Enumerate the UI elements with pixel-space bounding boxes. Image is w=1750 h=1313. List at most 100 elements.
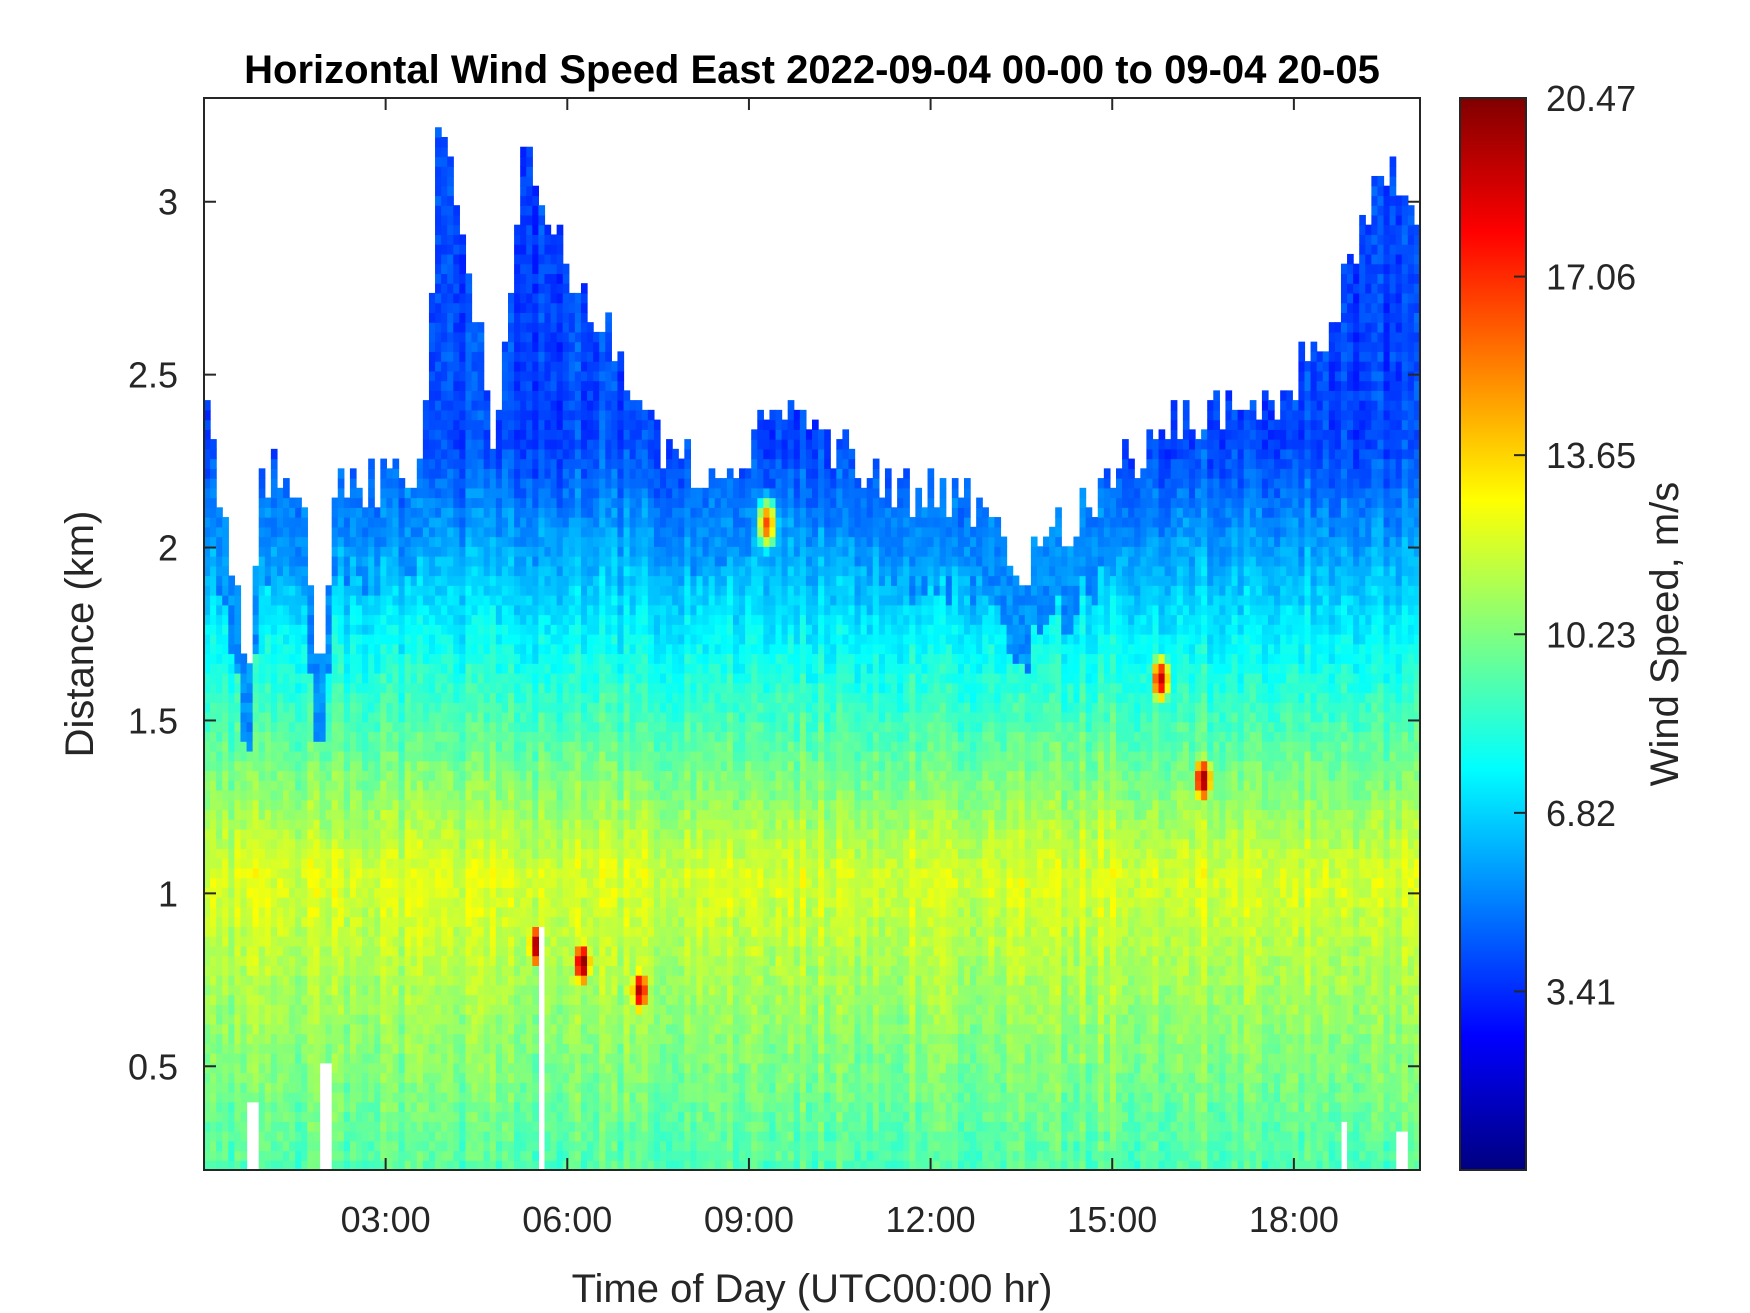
heatmap-cell [544, 672, 552, 684]
heatmap-cell [222, 1072, 229, 1083]
heatmap-cell [307, 1150, 315, 1161]
heatmap-cell [447, 487, 454, 499]
heatmap-cell [283, 809, 290, 820]
heatmap-cell [210, 565, 217, 577]
heatmap-cell [526, 312, 533, 323]
heatmap-cell [453, 302, 460, 313]
heatmap-cell [410, 1150, 418, 1161]
heatmap-cell [270, 1092, 278, 1103]
heatmap-cell [428, 848, 436, 859]
heatmap-cell [210, 916, 217, 927]
heatmap-cell [404, 906, 412, 918]
heatmap-cell [465, 1131, 473, 1142]
heatmap-cell [514, 731, 521, 742]
heatmap-cell [325, 702, 333, 713]
heatmap-cell [574, 877, 582, 888]
heatmap-cell [204, 916, 211, 927]
heatmap-cell [283, 994, 290, 1005]
heatmap-cell [210, 1072, 217, 1083]
heatmap-cell [526, 370, 533, 382]
heatmap-cell [441, 994, 448, 1005]
heatmap-cell [380, 906, 387, 918]
heatmap-cell [392, 497, 400, 508]
heatmap-cell [532, 877, 539, 888]
heatmap-cell [216, 526, 223, 538]
heatmap-cell [362, 711, 369, 723]
heatmap-cell [313, 975, 321, 986]
heatmap-cell [489, 595, 497, 606]
heatmap-cell [471, 848, 479, 859]
heatmap-cell [580, 1150, 588, 1161]
heatmap-cell [501, 731, 509, 742]
heatmap-cell [368, 731, 375, 742]
heatmap-cell [313, 672, 321, 684]
heatmap-cell [228, 926, 235, 937]
heatmap-cell [228, 1062, 235, 1074]
heatmap-cell [343, 1092, 351, 1103]
heatmap-cell [562, 653, 570, 664]
heatmap-cell [392, 468, 400, 479]
heatmap-cell [471, 487, 479, 499]
heatmap-cell [276, 1053, 284, 1064]
heatmap-cell [246, 838, 254, 849]
heatmap-cell [532, 273, 539, 284]
heatmap-cell [404, 1131, 412, 1142]
heatmap-cell [210, 780, 217, 791]
heatmap-cell [562, 556, 570, 567]
heatmap-cell [301, 721, 308, 733]
heatmap-cell [325, 653, 333, 664]
heatmap-cell [228, 780, 235, 791]
heatmap-cell [210, 770, 217, 781]
heatmap-cell [459, 380, 467, 391]
heatmap-cell [362, 731, 369, 742]
heatmap-cell [283, 526, 290, 538]
heatmap-cell [538, 331, 546, 343]
heatmap-cell [210, 906, 217, 918]
heatmap-cell [374, 887, 381, 898]
heatmap-cell [210, 877, 217, 888]
heatmap-cell [349, 955, 357, 966]
heatmap-cell [538, 585, 546, 596]
heatmap-cell [264, 1101, 272, 1113]
heatmap-cell [520, 156, 527, 167]
heatmap-cell [544, 624, 552, 635]
heatmap-cell [550, 1140, 558, 1152]
heatmap-cell [410, 575, 418, 586]
heatmap-cell [240, 1043, 248, 1054]
heatmap-cell [556, 828, 564, 840]
heatmap-cell [435, 322, 442, 333]
heatmap-cell [210, 526, 217, 538]
heatmap-cell [337, 760, 345, 772]
heatmap-cell [252, 926, 260, 937]
heatmap-cell [453, 205, 460, 216]
heatmap-cell [416, 643, 424, 655]
heatmap-cell [301, 556, 308, 567]
heatmap-cell [246, 760, 254, 772]
heatmap-cell [422, 458, 430, 469]
heatmap-cell [520, 536, 527, 547]
heatmap-cell [532, 663, 539, 674]
heatmap-cell [532, 867, 539, 879]
heatmap-cell [240, 1033, 248, 1044]
heatmap-cell [520, 789, 527, 801]
heatmap-cell [447, 1131, 454, 1142]
heatmap-cell [447, 1004, 454, 1015]
heatmap-cell [465, 526, 473, 538]
heatmap-cell [210, 945, 217, 957]
heatmap-cell [362, 595, 369, 606]
heatmap-cell [228, 1014, 235, 1025]
heatmap-cell [587, 906, 594, 918]
heatmap-cell [331, 643, 339, 655]
heatmap-cell [538, 400, 546, 411]
heatmap-cell [349, 1160, 357, 1171]
heatmap-cell [465, 858, 473, 869]
heatmap-cell [562, 634, 570, 645]
heatmap-cell [349, 536, 357, 547]
heatmap-cell [550, 721, 558, 733]
heatmap-cell [380, 1062, 387, 1074]
heatmap-cell [428, 458, 436, 469]
heatmap-cell [453, 478, 460, 489]
heatmap-cell [240, 916, 248, 927]
heatmap-cell [544, 702, 552, 713]
heatmap-cell [228, 828, 235, 840]
